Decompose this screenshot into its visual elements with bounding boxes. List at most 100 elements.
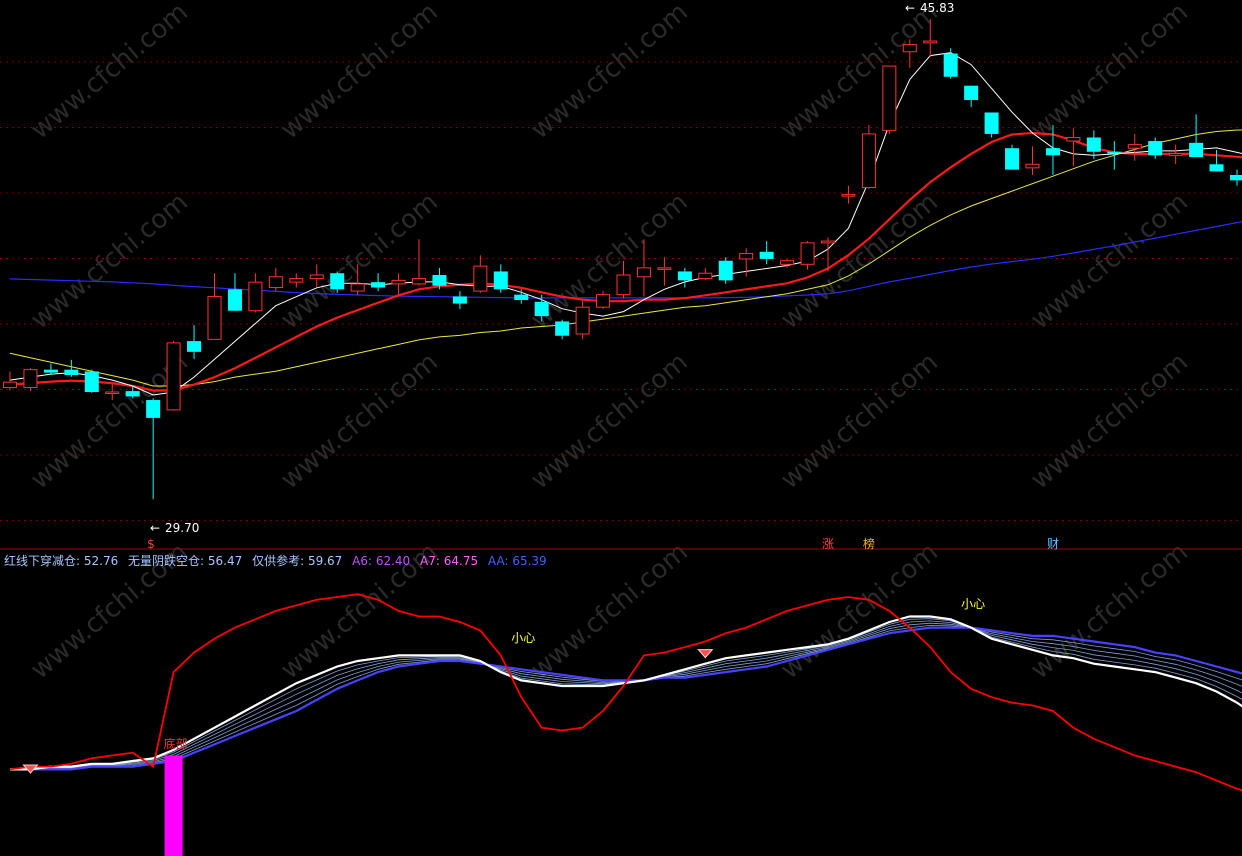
legend-aa: AA: 65.39 [487, 554, 547, 568]
candle-body-down [227, 289, 242, 311]
watermark-text: www.cfchi.com [275, 0, 444, 145]
candle [1107, 141, 1122, 170]
candle-body-up [636, 267, 651, 278]
candle-body-up [861, 133, 876, 188]
candle-body-up [350, 283, 365, 292]
candle-body-down [493, 271, 508, 290]
candle [575, 300, 590, 340]
candle [882, 65, 897, 134]
ma-red-line [9, 131, 1242, 392]
candle-body-down [677, 271, 692, 281]
legend-a6: A6: 62.40 [352, 554, 411, 568]
candle-body-up [1127, 144, 1142, 149]
candle-body-up [1066, 136, 1081, 142]
candle-body-up [1168, 153, 1183, 156]
legend-reference: 仅供参考: 59.67 [252, 554, 343, 568]
price-annotations: 29.70 45.83 ← ← [150, 1, 954, 535]
candle-body-up [902, 44, 917, 53]
candle [207, 273, 222, 340]
candle [1127, 133, 1142, 161]
candle [166, 341, 181, 411]
candle-body-up [780, 260, 795, 265]
candle [964, 85, 979, 108]
candle [125, 385, 140, 399]
legend-wuliang: 无量阴跌空仓: 56.47 [128, 554, 243, 568]
candle [514, 289, 529, 304]
signal-diamond [697, 649, 714, 659]
candle [1025, 146, 1040, 175]
candle-body-up [3, 381, 17, 389]
candle-body-up [473, 265, 488, 292]
candle-body-up [166, 342, 181, 411]
indicator-legend: 红线下穿减仓: 52.76 无量阴跌空仓: 56.47 仅供参考: 59.67 … [4, 552, 553, 569]
candle-body-up [841, 194, 856, 197]
watermark-text: www.cfchi.com [525, 187, 694, 335]
candle [1189, 114, 1204, 158]
candle-body-down [125, 391, 140, 397]
candle [1005, 144, 1020, 170]
watermark-text: www.cfchi.com [1025, 347, 1194, 495]
candle [821, 237, 835, 272]
watermark-text: www.cfchi.com [25, 187, 194, 335]
candle-body-up [412, 278, 426, 285]
candle [432, 267, 447, 290]
low-arrow: ← [150, 521, 160, 535]
watermark-text: www.cfchi.com [525, 347, 694, 495]
candle-body-up [698, 272, 713, 280]
candle-body-down [64, 369, 79, 376]
candle [64, 359, 79, 377]
candle [187, 325, 202, 359]
candle [943, 48, 958, 79]
candle [739, 248, 754, 277]
price-panel[interactable]: 29.70 45.83 ← ← $ 涨 榜 财 [3, 1, 1242, 551]
candle-body-down [534, 301, 549, 317]
candle-body-up [248, 281, 263, 312]
candle [391, 273, 406, 295]
candle-body-down [452, 296, 467, 304]
candle [493, 264, 508, 293]
candle-body-down [432, 275, 447, 286]
candle-body-down [943, 53, 958, 77]
candle [289, 273, 304, 288]
candle-body-up [207, 295, 222, 340]
watermark-text: www.cfchi.com [775, 187, 944, 335]
candle-body-down [187, 341, 202, 352]
osc-white-line [10, 615, 1242, 771]
candle-body-up [923, 40, 938, 44]
candle [350, 264, 365, 295]
candle [43, 363, 58, 376]
candle [1045, 124, 1060, 175]
candle [1066, 128, 1081, 167]
candle-body-up [739, 253, 754, 260]
candle [718, 257, 733, 284]
candle [1209, 149, 1224, 172]
candle-body-down [555, 321, 570, 336]
candle-body-down [1045, 148, 1060, 156]
candle-body-up [105, 391, 120, 394]
ma-yellow-line [9, 129, 1242, 387]
candle-body-down [330, 273, 345, 290]
candle-body-up [800, 242, 815, 265]
candle [1086, 130, 1101, 159]
candle [1148, 137, 1163, 159]
candle [309, 264, 324, 288]
candle-body-up [657, 267, 672, 270]
candle-body-down [759, 251, 774, 259]
candle [677, 267, 692, 288]
candle [534, 294, 549, 322]
candle-body-down [1230, 174, 1242, 181]
indicator-label: 小心 [961, 597, 985, 611]
high-arrow: ← [905, 1, 915, 15]
event-marker: $ [147, 537, 155, 551]
candle [371, 273, 386, 292]
candle [861, 124, 876, 190]
candle [268, 267, 283, 292]
candle [923, 19, 938, 58]
candle-body-up [616, 274, 631, 296]
candle [84, 369, 99, 393]
candle [473, 255, 488, 293]
candle-body-down [1107, 151, 1122, 154]
candle-body-down [718, 260, 733, 281]
candle-body-down [43, 369, 58, 373]
